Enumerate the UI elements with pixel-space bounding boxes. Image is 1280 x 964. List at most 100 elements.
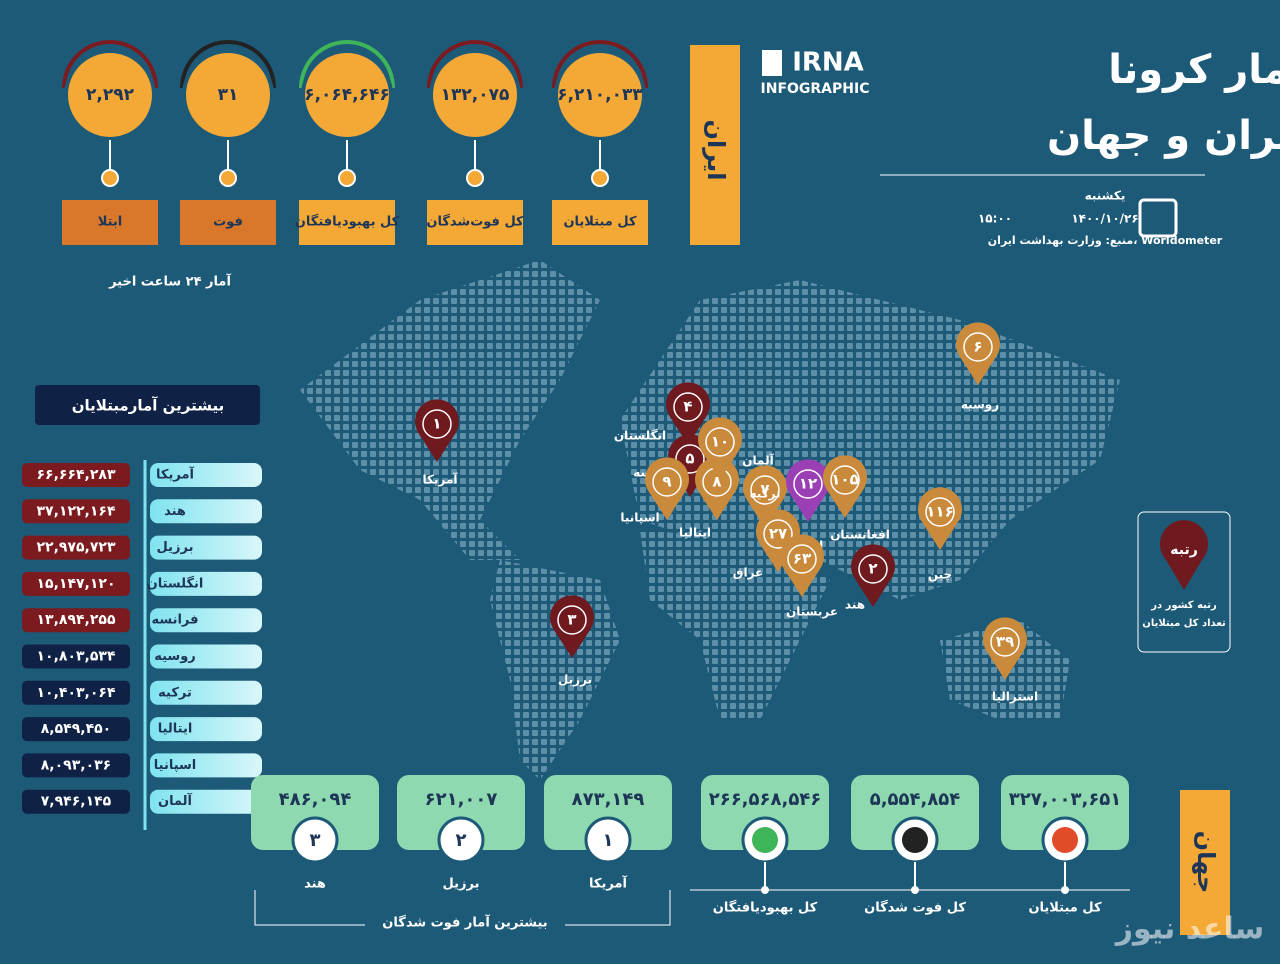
value-box	[22, 680, 130, 705]
death-box	[544, 775, 672, 850]
dot	[338, 169, 356, 187]
value-box	[22, 499, 130, 524]
stat-circle	[554, 49, 646, 141]
dot	[591, 169, 609, 187]
pin-rank: ۶	[973, 338, 982, 356]
stat-label-box	[299, 200, 395, 245]
pin-inner	[557, 605, 587, 635]
stat-arc	[427, 40, 523, 89]
death-country: برزیل	[443, 877, 480, 892]
pin-country: ایتالیا	[679, 526, 711, 540]
pin-country: انگلستان	[614, 429, 666, 443]
country-pill	[150, 571, 262, 596]
world-stat-label: کل مبتلایان	[1028, 901, 1102, 916]
list-title: بیشترین آمارمبتلایان	[72, 397, 225, 415]
stat-label-box	[552, 200, 648, 245]
world-stat-box	[701, 775, 829, 850]
pin-rank: ۹	[662, 473, 671, 491]
country-pill	[150, 463, 262, 487]
pin-country: عربستان	[786, 605, 838, 619]
pin-country: آمریکا	[423, 472, 459, 487]
stat-label-box	[62, 200, 158, 245]
value-box	[22, 789, 130, 814]
stat-label-box	[180, 200, 276, 245]
legend-title: رتبه	[1170, 542, 1198, 558]
logo: IRNA	[792, 48, 864, 78]
pin-rank: ۱۰۵	[831, 471, 858, 489]
stat-value: ۶,۰۶۴,۶۴۶	[304, 85, 390, 105]
title: در ایران و جهان	[1047, 113, 1280, 159]
world-label: جهان	[1192, 831, 1220, 894]
row-country: آلمان	[158, 792, 193, 809]
country-pill	[150, 608, 262, 633]
day: یکشنبه	[1085, 189, 1126, 203]
pin-inner	[763, 519, 793, 549]
pin-country: آلمان	[742, 453, 774, 468]
row-country: هند	[164, 504, 186, 519]
row-value: ۱۰,۸۰۳,۵۳۴	[37, 649, 116, 665]
title: آمار کرونا	[1108, 44, 1280, 93]
stat-label-box	[427, 200, 523, 245]
pin-rank: ۷	[760, 481, 769, 499]
stat-value: ۲,۲۹۲	[86, 85, 135, 105]
country-pill	[150, 535, 262, 560]
pin-country: چین	[928, 568, 952, 582]
country-pill	[150, 789, 262, 814]
country-pill	[150, 499, 262, 524]
death-value: ۴۸۶,۰۹۴	[279, 789, 352, 810]
value-box	[22, 571, 130, 596]
country-pill	[150, 753, 262, 778]
pin-rank: ۱	[432, 415, 441, 433]
country-pill	[150, 644, 262, 669]
list-title-box	[35, 385, 260, 425]
pin-inner	[963, 332, 993, 362]
pin-country: افغانستان	[830, 528, 890, 542]
iran-caption: آمار ۲۴ ساعت اخیر	[108, 273, 231, 290]
pin-rank: ۴	[683, 398, 692, 416]
world-stat-value: ۳۲۷,۰۰۳,۶۵۱	[1009, 789, 1122, 810]
pin-inner	[793, 469, 823, 499]
world-stat-box	[851, 775, 979, 850]
stat-arc	[299, 40, 395, 89]
calendar-icon	[1138, 198, 1178, 238]
row-country: اسپانیا	[154, 758, 197, 773]
legend-text: رتبه کشور در	[1150, 600, 1217, 611]
pin-rank: ۵	[685, 450, 694, 468]
iran-label-box	[690, 45, 740, 245]
pin-rank: ۳	[567, 611, 576, 629]
value-box	[22, 644, 130, 669]
pin-inner	[750, 475, 780, 505]
pin-country: هند	[845, 598, 865, 612]
death-rank: ۲	[456, 830, 467, 851]
pin-country: استرالیا	[992, 690, 1038, 704]
country-pill	[150, 717, 262, 742]
pin-rank: ۶۳	[793, 550, 811, 568]
pin-rank: ۸	[712, 473, 721, 491]
death-rank: ۱	[603, 830, 614, 851]
row-country: انگلستان	[147, 575, 204, 591]
legend-box	[1137, 511, 1231, 653]
death-box	[251, 775, 379, 850]
world-label-box	[1180, 790, 1230, 935]
time: ۱۵:۰۰	[978, 212, 1012, 226]
row-value: ۱۳,۸۹۴,۲۵۵	[37, 612, 116, 628]
pin-inner	[925, 497, 955, 527]
row-value: ۱۰,۴۰۳,۰۶۴	[37, 685, 116, 701]
iran-label: ایران	[702, 120, 730, 181]
death-title: بیشترین آمار فوت شدگان	[382, 914, 547, 931]
pin-rank: ۱۱۶	[926, 503, 953, 521]
row-country: ترکیه	[158, 685, 192, 700]
legend-text: تعداد کل مبتلایان	[1142, 618, 1226, 629]
row-country: روسیه	[154, 649, 196, 664]
pin-inner	[422, 409, 452, 439]
stat-label: کل فوت‌شدگان	[426, 214, 524, 230]
row-value: ۱۵,۱۴۷,۱۲۰	[37, 576, 116, 592]
date: ۱۴۰۰/۱۰/۲۶	[1071, 212, 1138, 226]
pin-inner	[858, 554, 888, 584]
stat-arc	[180, 40, 276, 89]
row-country: برزیل	[157, 540, 194, 555]
dot	[219, 169, 237, 187]
value-box	[22, 535, 130, 560]
row-value: ۲۲,۹۷۵,۷۲۳	[37, 540, 116, 556]
row-value: ۶۶,۶۶۴,۲۸۳	[37, 467, 116, 483]
